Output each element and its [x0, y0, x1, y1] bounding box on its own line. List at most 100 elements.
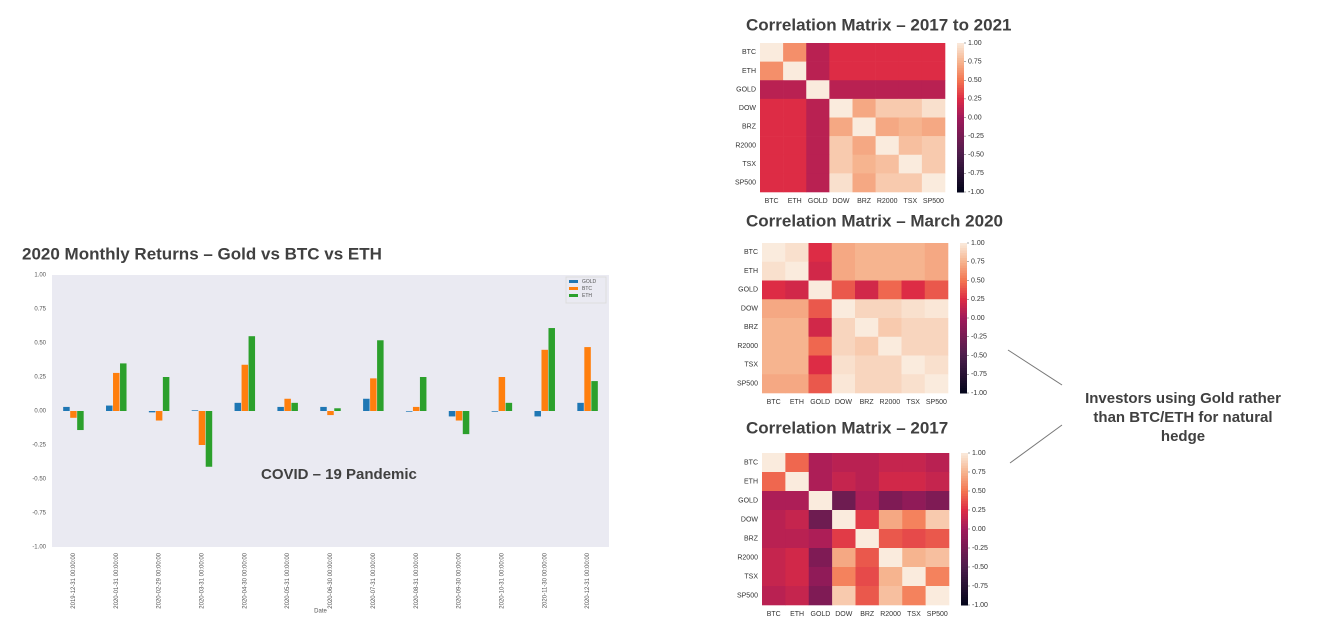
colorbar-segment: [957, 70, 964, 74]
heatmap-cell: [760, 173, 784, 193]
colorbar-segment: [960, 253, 967, 256]
x-tick-label: GOLD: [810, 399, 830, 406]
heatmap-cell: [808, 299, 833, 319]
colorbar-segment: [960, 295, 967, 299]
heatmap-cell: [852, 80, 876, 100]
heatmap-cell: [762, 261, 786, 281]
heatmap-cell: [808, 567, 833, 587]
colorbar-segment: [957, 134, 964, 138]
y-tick-label: TSX: [744, 362, 758, 369]
colorbar-segment: [961, 508, 968, 512]
heatmap-cell: [762, 453, 786, 473]
heatmap-cell: [878, 318, 902, 338]
x-tick-label: GOLD: [811, 611, 831, 618]
colorbar-segment: [961, 536, 968, 540]
heatmap-cell: [808, 336, 833, 356]
colorbar-tick-label: 0.00: [971, 315, 985, 322]
heatmap-cell: [878, 586, 903, 606]
heatmap-cell: [760, 117, 784, 137]
y-tick-label: BTC: [744, 459, 758, 466]
y-tick-label: SP500: [735, 180, 756, 187]
colorbar-segment: [960, 283, 967, 286]
bar: [455, 411, 463, 421]
colorbar-tick-label: -0.50: [971, 352, 987, 359]
bar: [191, 410, 199, 411]
heatmap-cell: [925, 529, 950, 549]
heatmap-cell: [925, 472, 950, 492]
heatmap-cell: [902, 567, 926, 587]
bar: [205, 411, 213, 467]
heatmap-cell: [808, 529, 833, 549]
heatmap-cell: [852, 173, 876, 193]
heatmap-cell: [921, 136, 946, 156]
colorbar-segment: [957, 167, 964, 171]
heatmap-cell: [831, 261, 856, 281]
heatmap-cell: [875, 98, 900, 118]
colorbar-segment: [961, 483, 968, 487]
heatmap-cell: [785, 374, 809, 394]
colorbar-segment: [957, 139, 964, 143]
heatmap-cell: [878, 261, 902, 281]
heatmap-cell: [902, 529, 926, 549]
heatmap-cell: [901, 243, 926, 263]
colorbar-segment: [960, 263, 967, 266]
colorbar-segment: [957, 152, 964, 156]
colorbar-tick-label: -1.00: [968, 189, 984, 196]
colorbar-segment: [960, 305, 967, 309]
colorbar-segment: [960, 273, 967, 276]
x-tick-label: ETH: [790, 611, 804, 618]
x-tick-label: BTC: [765, 198, 779, 205]
heatmap-cell: [855, 453, 880, 473]
colorbar-segment: [961, 574, 968, 578]
heatmap-cell: [808, 510, 833, 530]
bar: [405, 411, 413, 412]
x-tick-label: DOW: [835, 611, 853, 618]
x-tick-label: DOW: [832, 198, 850, 205]
x-tick-label: TSX: [907, 611, 921, 618]
y-tick-label: 0.25: [34, 375, 46, 381]
heatmap-cell: [831, 299, 856, 319]
y-tick-label: ETH: [744, 268, 758, 275]
heatmap-cell: [783, 117, 807, 137]
heatmap-cell: [925, 548, 950, 568]
colorbar-segment: [957, 77, 964, 81]
x-tick-label: BRZ: [857, 198, 872, 205]
y-tick-label: -0.75: [32, 511, 46, 517]
y-tick-label: -0.50: [32, 477, 46, 483]
heatmap-cell: [901, 355, 926, 375]
heatmap-cell: [921, 61, 946, 81]
heatmap-cell: [878, 472, 903, 492]
heatmap-cell: [852, 43, 876, 62]
bar: [412, 406, 420, 411]
heatmap-cell: [852, 117, 876, 137]
heatmap-cell: [762, 355, 786, 375]
heatmap-cell: [902, 472, 926, 492]
y-tick-label: DOW: [741, 305, 759, 312]
colorbar-segment: [957, 90, 964, 94]
colorbar-segment: [960, 345, 967, 349]
heatmap-cell: [829, 154, 853, 174]
heatmap-cell: [855, 355, 879, 375]
colorbar-segment: [961, 468, 968, 472]
heatmap-cell: [875, 136, 900, 156]
colorbar-tick-label: 0.50: [971, 277, 985, 284]
colorbar-segment: [961, 551, 968, 555]
colorbar-segment: [957, 110, 964, 114]
colorbar-segment: [960, 388, 967, 391]
colorbar-segment: [957, 119, 964, 123]
colorbar-segment: [961, 597, 968, 601]
bar: [120, 363, 127, 411]
colorbar-segment: [960, 260, 967, 264]
colorbar-segment: [957, 97, 964, 101]
colorbar-segment: [957, 164, 964, 168]
heatmap-cell: [762, 567, 786, 587]
colorbar-segment: [960, 303, 967, 306]
y-tick-label: BTC: [742, 49, 756, 56]
heatmap-cell: [806, 117, 830, 137]
colorbar-segment: [957, 142, 964, 146]
colorbar-segment: [961, 480, 968, 484]
x-tick-label: 2020-01-31 00:00:00: [114, 552, 120, 608]
colorbar-segment: [960, 270, 967, 274]
heatmap-cell: [806, 43, 830, 62]
heatmap-cell: [898, 80, 923, 100]
